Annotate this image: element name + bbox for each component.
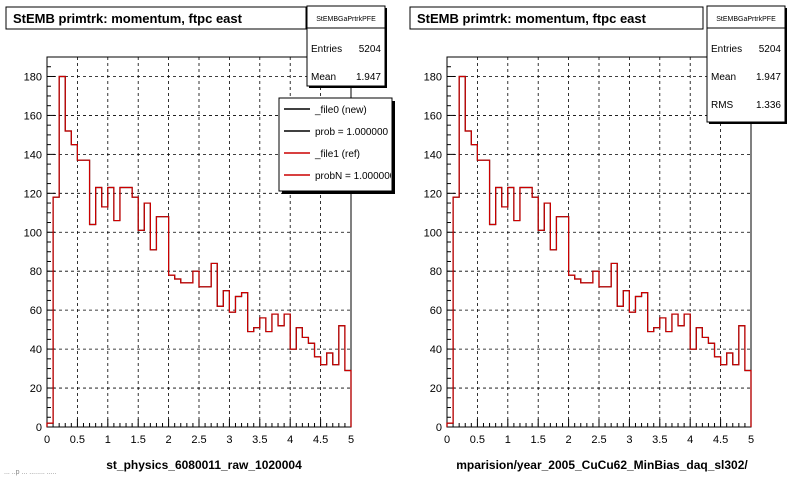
x-tick-label: 4.5: [713, 434, 728, 446]
y-tick-label: 80: [30, 266, 42, 278]
stats-value: 1.947: [756, 72, 781, 83]
x-tick-label: 1.5: [531, 434, 546, 446]
y-tick-label: 100: [24, 227, 42, 239]
y-tick-label: 100: [424, 227, 442, 239]
x-axis-label: mparision/year_2005_CuCu62_MinBias_daq_s…: [456, 458, 748, 472]
x-tick-label: 2.5: [591, 434, 606, 446]
x-tick-label: 3.5: [652, 434, 667, 446]
y-tick-label: 60: [30, 305, 42, 317]
x-tick-label: 1: [105, 434, 111, 446]
stats-label: Entries: [711, 44, 742, 55]
y-tick-label: 20: [30, 383, 42, 395]
x-tick-label: 4: [687, 434, 693, 446]
panel-2: 0 0.5 1 1.5 2 2.5 3 3.5 4 4.5 5 0 20 40 60 80 100 120 140 1…: [409, 5, 787, 472]
y-tick-label: 140: [424, 149, 442, 161]
y-tick-label: 0: [436, 422, 442, 434]
y-tick-label: 40: [30, 344, 42, 356]
stats-name: StEMBGaPrtrkPFE: [716, 16, 776, 23]
legend-label: _file0 (new): [314, 105, 367, 116]
stats-value: 1.336: [756, 100, 781, 111]
title-box: [409, 6, 704, 30]
histogram-series-ref: [46, 75, 352, 427]
stats-label: Mean: [711, 72, 736, 83]
hist-title: StEMB primtrk: momentum, ftpc east: [417, 11, 647, 26]
x-tick-label: 3: [626, 434, 632, 446]
legend-label: _file1 (ref): [314, 149, 360, 160]
x-tick-label: 4.5: [313, 434, 328, 446]
footer-text: ... ..p ... ........ .....: [4, 469, 57, 476]
stats-label: Mean: [311, 72, 336, 83]
y-tick-label: 180: [424, 71, 442, 83]
stats-name: StEMBGaPrtrkPFE: [316, 16, 376, 23]
x-tick-label: 0.5: [470, 434, 485, 446]
stats-box: [706, 5, 786, 123]
y-tick-label: 0: [36, 422, 42, 434]
y-tick-label: 160: [24, 110, 42, 122]
x-tick-label: 3.5: [252, 434, 267, 446]
y-tick-label: 20: [430, 383, 442, 395]
y-tick-label: 40: [430, 344, 442, 356]
y-tick-label: 60: [430, 305, 442, 317]
stats-value: 5204: [759, 44, 782, 55]
legend-label: probN = 1.000000: [315, 171, 396, 182]
x-tick-label: 2.5: [191, 434, 206, 446]
panel-1: 0 0.5 1 1.5 2 2.5 3 3.5 4 4.5 5 0 20 40 60 80 100 120 140 1…: [5, 5, 396, 472]
stats-value: 5204: [359, 44, 382, 55]
y-tick-label: 140: [24, 149, 42, 161]
stats-box: [306, 5, 386, 87]
histogram-series-ref: [446, 75, 752, 427]
x-tick-label: 0: [44, 434, 50, 446]
x-tick-label: 1: [505, 434, 511, 446]
hist-title: StEMB primtrk: momentum, ftpc east: [13, 11, 243, 26]
legend-entries: _file0 (new) prob = 1.000000 _file1 (ref) p…: [284, 105, 396, 182]
title-box: [5, 6, 307, 30]
y-tick-label: 120: [24, 188, 42, 200]
y-tick-label: 160: [424, 110, 442, 122]
x-axis-label: st_physics_6080011_raw_1020004: [106, 458, 302, 472]
stats-label: Entries: [311, 44, 342, 55]
x-tick-label: 5: [348, 434, 354, 446]
x-tick-label: 0.5: [70, 434, 85, 446]
x-tick-label: 0: [444, 434, 450, 446]
y-tick-label: 180: [24, 71, 42, 83]
x-tick-label: 1.5: [131, 434, 146, 446]
stats-value: 1.947: [356, 72, 381, 83]
x-tick-label: 4: [287, 434, 293, 446]
x-tick-label: 3: [226, 434, 232, 446]
legend-label: prob = 1.000000: [315, 127, 389, 138]
x-tick-label: 5: [748, 434, 754, 446]
stats-label: RMS: [711, 100, 734, 111]
y-tick-label: 120: [424, 188, 442, 200]
x-tick-label: 2: [166, 434, 172, 446]
x-tick-label: 2: [566, 434, 572, 446]
y-tick-label: 80: [430, 266, 442, 278]
